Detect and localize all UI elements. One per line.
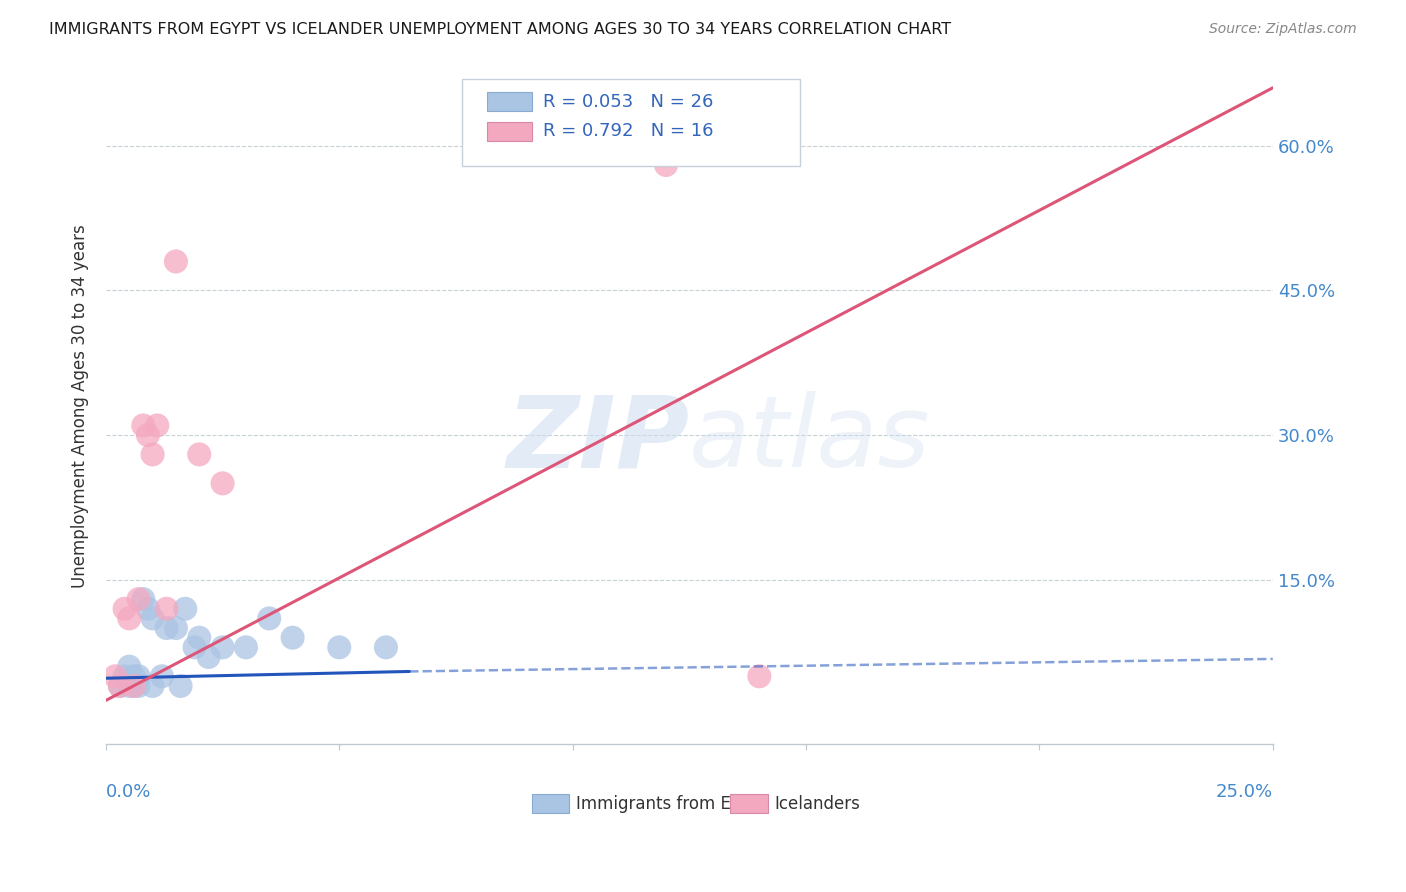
Text: Source: ZipAtlas.com: Source: ZipAtlas.com <box>1209 22 1357 37</box>
Point <box>132 592 155 607</box>
Point <box>114 669 136 683</box>
Point <box>118 611 141 625</box>
Point <box>132 418 155 433</box>
Text: IMMIGRANTS FROM EGYPT VS ICELANDER UNEMPLOYMENT AMONG AGES 30 TO 34 YEARS CORREL: IMMIGRANTS FROM EGYPT VS ICELANDER UNEMP… <box>49 22 952 37</box>
Point <box>259 611 281 625</box>
Point <box>122 679 145 693</box>
Point <box>118 659 141 673</box>
Point <box>128 669 150 683</box>
Point <box>155 601 177 615</box>
FancyBboxPatch shape <box>461 78 800 167</box>
Point <box>655 158 678 172</box>
Point <box>104 669 127 683</box>
Point <box>136 428 159 442</box>
FancyBboxPatch shape <box>531 795 569 814</box>
Text: Icelanders: Icelanders <box>775 795 860 813</box>
Point <box>136 601 159 615</box>
Y-axis label: Unemployment Among Ages 30 to 34 years: Unemployment Among Ages 30 to 34 years <box>72 224 89 588</box>
Point <box>122 679 145 693</box>
Point <box>118 679 141 693</box>
FancyBboxPatch shape <box>730 795 768 814</box>
Point <box>146 418 169 433</box>
Text: 25.0%: 25.0% <box>1216 782 1272 801</box>
Point <box>328 640 350 655</box>
FancyBboxPatch shape <box>488 92 531 112</box>
Text: Immigrants from Egypt: Immigrants from Egypt <box>576 795 769 813</box>
Point <box>169 679 191 693</box>
Text: atlas: atlas <box>689 392 931 489</box>
Point <box>142 447 165 461</box>
Point <box>197 650 219 665</box>
Point <box>165 621 187 635</box>
Point <box>211 476 233 491</box>
Point <box>108 679 131 693</box>
Point <box>188 447 211 461</box>
Point <box>128 679 150 693</box>
Point <box>128 592 150 607</box>
Point <box>188 631 211 645</box>
Text: R = 0.792   N = 16: R = 0.792 N = 16 <box>544 122 714 140</box>
Point <box>142 679 165 693</box>
Point <box>211 640 233 655</box>
Point <box>375 640 398 655</box>
Point <box>748 669 770 683</box>
Point <box>174 601 197 615</box>
Text: R = 0.053   N = 26: R = 0.053 N = 26 <box>544 93 714 111</box>
Text: 0.0%: 0.0% <box>105 782 152 801</box>
Point <box>155 621 177 635</box>
Point <box>108 679 131 693</box>
Point <box>150 669 173 683</box>
Point <box>165 254 187 268</box>
Point <box>183 640 205 655</box>
Point <box>122 669 145 683</box>
Point <box>114 601 136 615</box>
Point <box>281 631 304 645</box>
Point <box>235 640 257 655</box>
Point <box>142 611 165 625</box>
Text: ZIP: ZIP <box>506 392 689 489</box>
FancyBboxPatch shape <box>488 122 531 141</box>
